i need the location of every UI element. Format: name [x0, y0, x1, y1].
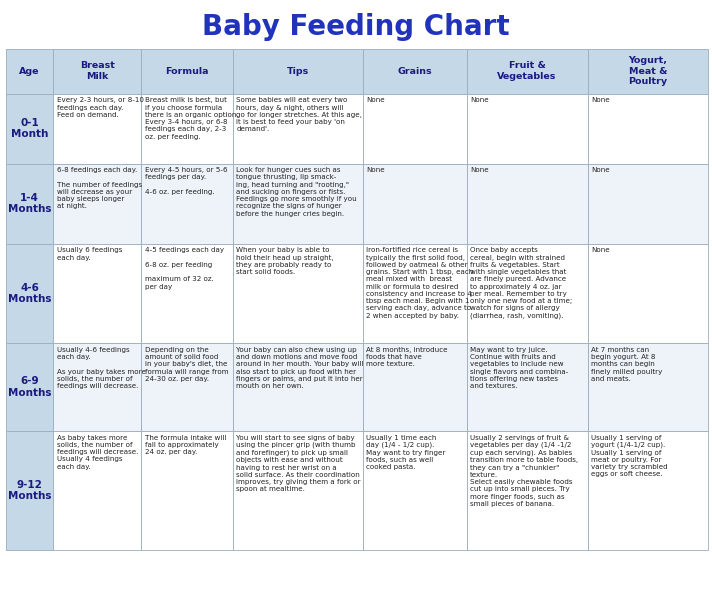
Text: Grains: Grains — [397, 66, 432, 76]
Text: Usually 4-6 feedings
each day.

As your baby takes more
solids, the number of
fe: Usually 4-6 feedings each day. As your b… — [57, 347, 146, 389]
Text: 6-9
Months: 6-9 Months — [8, 377, 51, 398]
Text: Usually 1 time each
day (1/4 - 1/2 cup).
May want to try finger
foods, such as w: Usually 1 time each day (1/4 - 1/2 cup).… — [366, 435, 446, 470]
Text: None: None — [470, 97, 489, 103]
Bar — [233, 343, 362, 431]
Text: Look for hunger cues such as
tongue thrusting, lip smack-
ing, head turning and : Look for hunger cues such as tongue thru… — [236, 167, 357, 216]
Bar — [587, 49, 708, 94]
Bar — [141, 49, 233, 94]
Text: Breast milk is best, but
if you choose formula
there is an organic option.
Every: Breast milk is best, but if you choose f… — [145, 97, 239, 139]
Bar — [587, 431, 708, 550]
Bar — [233, 164, 362, 244]
Bar — [141, 343, 233, 431]
Text: Your baby can also chew using up
and down motions and move food
around in her mo: Your baby can also chew using up and dow… — [236, 347, 364, 389]
Text: 6-8 feedings each day.

The number of feedings
will decrease as your
baby sleeps: 6-8 feedings each day. The number of fee… — [57, 167, 142, 209]
Bar — [362, 431, 466, 550]
Bar — [53, 94, 141, 164]
Bar — [53, 244, 141, 343]
Bar — [141, 94, 233, 164]
Text: 1-4
Months: 1-4 Months — [8, 193, 51, 215]
Text: 4-6
Months: 4-6 Months — [8, 283, 51, 304]
Text: 4-5 feedings each day

6-8 oz. per feeding

maximum of 32 oz.
per day: 4-5 feedings each day 6-8 oz. per feedin… — [145, 247, 224, 289]
Text: None: None — [591, 97, 609, 103]
Bar — [587, 94, 708, 164]
Bar — [6, 94, 53, 164]
Text: At 8 months, introduce
foods that have
more texture.: At 8 months, introduce foods that have m… — [366, 347, 448, 368]
Text: 9-12
Months: 9-12 Months — [8, 480, 51, 501]
Text: Some babies will eat every two
hours, day & night, others will
go for longer str: Some babies will eat every two hours, da… — [236, 97, 362, 132]
Bar — [362, 244, 466, 343]
Text: Once baby accepts
cereal, begin with strained
fruits & vegetables. Start
with si: Once baby accepts cereal, begin with str… — [470, 247, 572, 319]
Text: As baby takes more
solids, the number of
feedings will decrease.
Usually 4 feedi: As baby takes more solids, the number of… — [57, 435, 138, 470]
Bar — [6, 343, 53, 431]
Bar — [466, 244, 587, 343]
Bar — [466, 164, 587, 244]
Bar — [362, 49, 466, 94]
Bar — [362, 94, 466, 164]
Bar — [362, 164, 466, 244]
Text: At 7 months can
begin yogurt. At 8
months can begin
finely milled poultry
and me: At 7 months can begin yogurt. At 8 month… — [591, 347, 662, 382]
Bar — [53, 164, 141, 244]
Bar — [53, 431, 141, 550]
Bar — [6, 244, 53, 343]
Text: Usually 2 servings of fruit &
vegetables per day (1/4 -1/2
cup each serving). As: Usually 2 servings of fruit & vegetables… — [470, 435, 578, 507]
Bar — [587, 343, 708, 431]
Bar — [233, 244, 362, 343]
Text: Baby Feeding Chart: Baby Feeding Chart — [202, 13, 510, 41]
Text: You will start to see signs of baby
using the pincer grip (with thumb
and forefi: You will start to see signs of baby usin… — [236, 435, 361, 492]
Bar — [6, 49, 53, 94]
Bar — [6, 431, 53, 550]
Text: None: None — [366, 167, 385, 173]
Text: Every 4-5 hours, or 5-6
feedings per day.

4-6 oz. per feeding.: Every 4-5 hours, or 5-6 feedings per day… — [145, 167, 227, 195]
Text: Tips: Tips — [286, 66, 309, 76]
Text: None: None — [366, 97, 385, 103]
Bar — [53, 49, 141, 94]
Text: Age: Age — [19, 66, 40, 76]
Text: Usually 1 serving of
yogurt (1/4-1/2 cup).
Usually 1 serving of
meat or poultry.: Usually 1 serving of yogurt (1/4-1/2 cup… — [591, 435, 668, 477]
Text: None: None — [591, 167, 609, 173]
Text: Usually 6 feedings
each day.: Usually 6 feedings each day. — [57, 247, 122, 260]
Bar — [53, 343, 141, 431]
Bar — [587, 164, 708, 244]
Text: None: None — [470, 167, 489, 173]
Bar — [362, 343, 466, 431]
Text: Formula: Formula — [165, 66, 209, 76]
Bar — [587, 244, 708, 343]
Text: Every 2-3 hours, or 8-10
feedings each day.
Feed on demand.: Every 2-3 hours, or 8-10 feedings each d… — [57, 97, 144, 118]
Text: The formula intake will
fall to approximately
24 oz. per day.: The formula intake will fall to approxim… — [145, 435, 226, 455]
Bar — [233, 94, 362, 164]
Text: None: None — [591, 247, 609, 253]
Bar — [233, 431, 362, 550]
Text: Iron-fortified rice cereal is
typically the first solid food,
followed by oatmea: Iron-fortified rice cereal is typically … — [366, 247, 473, 318]
Bar — [466, 49, 587, 94]
Bar — [466, 343, 587, 431]
Text: Yogurt,
Meat &
Poultry: Yogurt, Meat & Poultry — [629, 56, 668, 86]
Text: May want to try juice.
Continue with fruits and
vegetables to include new
single: May want to try juice. Continue with fru… — [470, 347, 569, 389]
Bar — [141, 244, 233, 343]
Text: 0-1
Month: 0-1 Month — [11, 118, 48, 139]
Text: When your baby is able to
hold their head up straight,
they are probably ready t: When your baby is able to hold their hea… — [236, 247, 334, 275]
Bar — [233, 49, 362, 94]
Text: Breast
Milk: Breast Milk — [80, 62, 115, 81]
Bar — [466, 431, 587, 550]
Bar — [6, 164, 53, 244]
Bar — [141, 164, 233, 244]
Text: Depending on the
amount of solid food
in your baby's diet, the
formula will rang: Depending on the amount of solid food in… — [145, 347, 229, 382]
Bar — [466, 94, 587, 164]
Text: Fruit &
Vegetables: Fruit & Vegetables — [498, 62, 557, 81]
Bar — [141, 431, 233, 550]
